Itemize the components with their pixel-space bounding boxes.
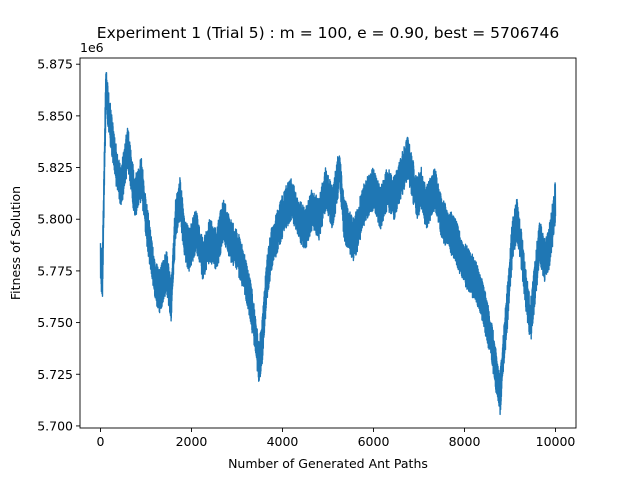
y-offset-text: 1e6 bbox=[80, 40, 104, 55]
x-tick-label: 0 bbox=[97, 434, 105, 449]
chart-title: Experiment 1 (Trial 5) : m = 100, e = 0.… bbox=[97, 24, 559, 42]
x-axis-label: Number of Generated Ant Paths bbox=[228, 456, 428, 471]
x-tick-label: 8000 bbox=[449, 434, 481, 449]
y-tick-label: 5.875 bbox=[37, 57, 73, 72]
y-tick-label: 5.750 bbox=[37, 315, 73, 330]
x-tick-label: 6000 bbox=[358, 434, 390, 449]
y-tick-label: 5.775 bbox=[37, 263, 73, 278]
y-tick-label: 5.825 bbox=[37, 160, 73, 175]
series-layer bbox=[99, 72, 557, 416]
x-tick-label: 10000 bbox=[536, 434, 576, 449]
x-axis: 0 2000 4000 6000 8000 10000 bbox=[97, 428, 576, 449]
plot-frame bbox=[79, 57, 577, 429]
series-line bbox=[99, 72, 557, 416]
y-tick-label: 5.850 bbox=[37, 108, 73, 123]
y-axis-label: Fitness of Solution bbox=[8, 186, 23, 300]
x-tick-label: 4000 bbox=[267, 434, 299, 449]
y-tick-label: 5.700 bbox=[37, 418, 73, 433]
y-tick-label: 5.725 bbox=[37, 367, 73, 382]
y-tick-label: 5.800 bbox=[37, 212, 73, 227]
x-tick-label: 2000 bbox=[176, 434, 208, 449]
y-axis: 5.700 5.725 5.750 5.775 5.800 5.825 5.850 5.875 bbox=[37, 57, 80, 433]
